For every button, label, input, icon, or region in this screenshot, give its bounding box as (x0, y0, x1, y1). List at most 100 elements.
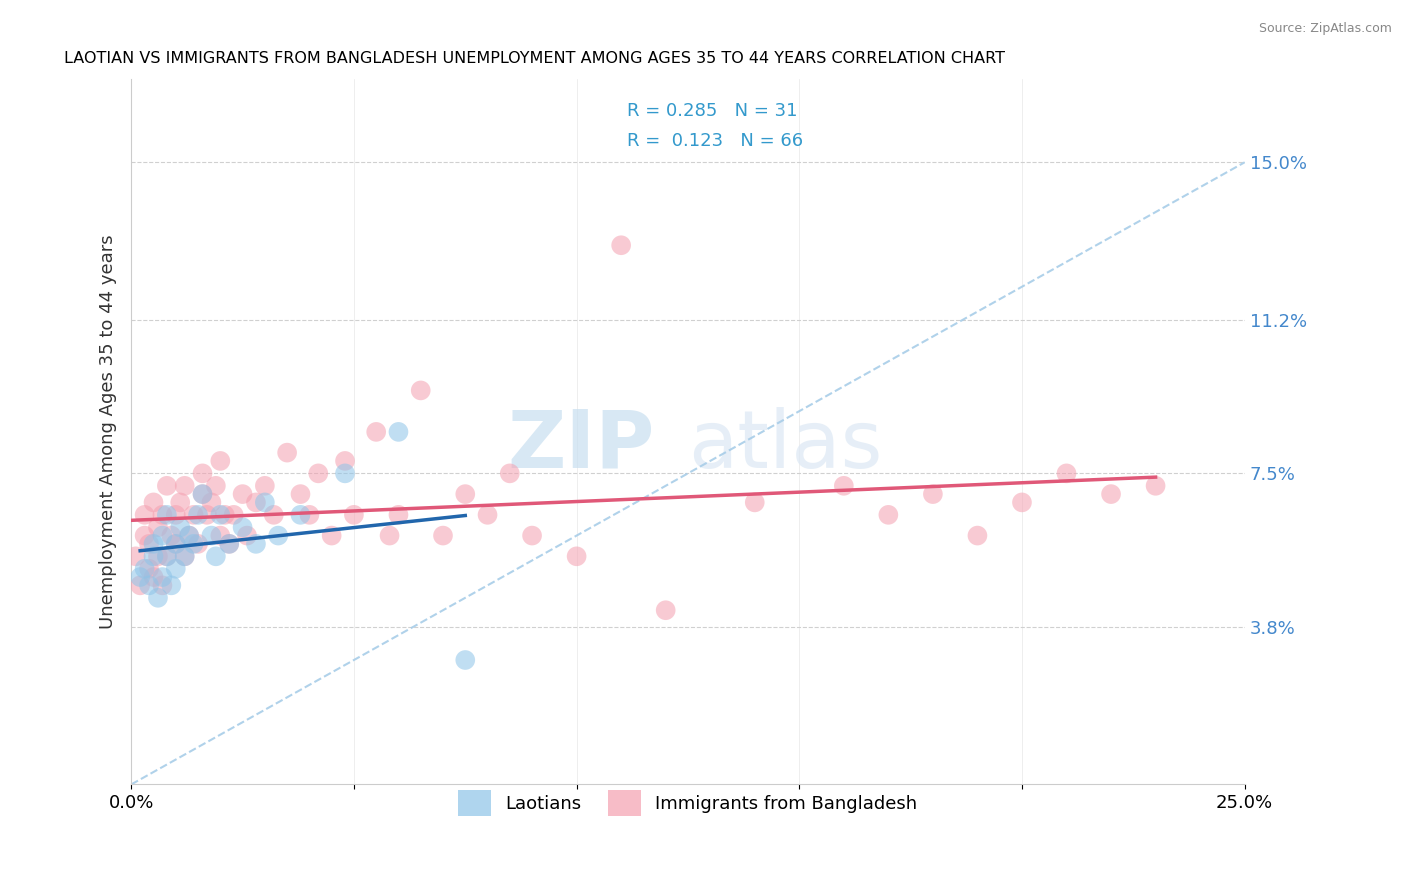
Text: R = 0.285   N = 31: R = 0.285 N = 31 (627, 102, 797, 120)
Point (165, 508, 187, 522)
Point (610, 238, 633, 252)
Text: Source: ZipAtlas.com: Source: ZipAtlas.com (1258, 22, 1392, 36)
Point (1011, 495, 1033, 509)
Point (877, 508, 900, 522)
Point (298, 508, 321, 522)
Point (187, 508, 209, 522)
Legend: Laotians, Immigrants from Bangladesh: Laotians, Immigrants from Bangladesh (450, 781, 927, 825)
Point (333, 467, 356, 481)
Point (173, 549, 195, 564)
Point (654, 603, 676, 617)
Text: ZIP: ZIP (508, 407, 655, 485)
Point (454, 487, 477, 501)
Point (565, 549, 588, 564)
Point (146, 520, 169, 534)
Point (263, 508, 285, 522)
Point (290, 487, 312, 501)
Point (333, 454, 356, 468)
Point (253, 479, 276, 493)
Point (142, 537, 165, 551)
Point (214, 508, 236, 522)
Point (744, 495, 766, 509)
Point (232, 520, 254, 534)
Point (477, 508, 499, 522)
Point (387, 508, 409, 522)
Point (966, 528, 988, 542)
Point (218, 537, 240, 551)
Point (183, 508, 205, 522)
Point (142, 495, 165, 509)
Point (218, 537, 240, 551)
Point (200, 495, 222, 509)
Y-axis label: Unemployment Among Ages 35 to 44 years: Unemployment Among Ages 35 to 44 years (100, 235, 117, 629)
Point (146, 591, 169, 605)
Point (432, 528, 454, 542)
Point (152, 528, 174, 542)
Point (156, 479, 179, 493)
Point (179, 528, 201, 542)
Point (191, 487, 214, 501)
Point (290, 508, 312, 522)
Point (183, 537, 205, 551)
Point (142, 570, 165, 584)
Point (409, 384, 432, 398)
Point (205, 549, 228, 564)
Point (125, 549, 148, 564)
Point (138, 537, 160, 551)
Point (832, 479, 855, 493)
Point (156, 549, 179, 564)
Point (499, 467, 522, 481)
Point (245, 537, 267, 551)
Point (222, 508, 245, 522)
Point (160, 578, 183, 592)
Point (1099, 487, 1122, 501)
Point (267, 528, 290, 542)
Text: atlas: atlas (688, 407, 883, 485)
Point (321, 528, 343, 542)
Point (205, 479, 228, 493)
Point (165, 537, 187, 551)
Point (191, 467, 214, 481)
Point (454, 653, 477, 667)
Point (138, 578, 160, 592)
Point (146, 549, 169, 564)
Text: LAOTIAN VS IMMIGRANTS FROM BANGLADESH UNEMPLOYMENT AMONG AGES 35 TO 44 YEARS COR: LAOTIAN VS IMMIGRANTS FROM BANGLADESH UN… (65, 51, 1005, 66)
Point (134, 562, 156, 576)
Point (366, 425, 388, 439)
Text: R =  0.123   N = 66: R = 0.123 N = 66 (627, 132, 803, 151)
Point (343, 508, 366, 522)
Point (134, 508, 156, 522)
Point (195, 508, 218, 522)
Point (307, 467, 329, 481)
Point (160, 528, 183, 542)
Point (378, 528, 401, 542)
Point (236, 528, 259, 542)
Point (387, 425, 409, 439)
Point (134, 528, 156, 542)
Point (200, 528, 222, 542)
Point (1144, 479, 1167, 493)
Point (209, 528, 232, 542)
Point (169, 520, 191, 534)
Point (253, 495, 276, 509)
Point (129, 570, 152, 584)
Point (245, 495, 267, 509)
Point (169, 495, 191, 509)
Point (152, 570, 174, 584)
Point (152, 578, 174, 592)
Point (152, 508, 174, 522)
Point (179, 528, 201, 542)
Point (173, 549, 195, 564)
Point (922, 487, 945, 501)
Point (276, 445, 298, 459)
Point (209, 508, 232, 522)
Point (232, 487, 254, 501)
Point (1056, 467, 1078, 481)
Point (142, 549, 165, 564)
Point (129, 578, 152, 592)
Point (156, 549, 179, 564)
Point (187, 537, 209, 551)
Point (191, 487, 214, 501)
Point (209, 454, 232, 468)
Point (165, 537, 187, 551)
